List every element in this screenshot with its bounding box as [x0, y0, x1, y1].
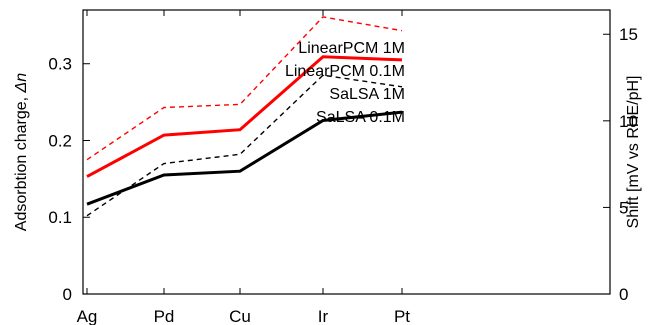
legend-label: LinearPCM 0.1M [285, 63, 405, 80]
series-lines [86, 16, 403, 217]
axis-ticks: Ag Pd Cu Ir Pt 0 0.1 0.2 0.3 0 5 10 15 [48, 10, 638, 325]
legend-label: SaLSA 0.1M [316, 109, 405, 126]
legend: LinearPCM 1M LinearPCM 0.1M SaLSA 1M SaLSA … [285, 40, 405, 126]
x-tick-label: Pd [154, 307, 175, 325]
y-tick-label: 0 [63, 285, 72, 304]
y-tick-label: 0.3 [48, 55, 72, 74]
y-tick-label: 0.1 [48, 208, 72, 227]
y-axis-label-symbol: Δn [13, 73, 30, 94]
y-axis-label-text: Adsorbtion charge, [13, 92, 30, 231]
x-tick-label: Ag [77, 307, 98, 325]
y-tick-label: 0.2 [48, 131, 72, 150]
y2-tick-label: 5 [619, 198, 628, 217]
x-tick-label: Ir [318, 307, 329, 325]
y-axis-label: Adsorbtion charge, Δn [13, 73, 30, 231]
y2-tick-label: 0 [619, 285, 628, 304]
legend-label: LinearPCM 1M [298, 40, 405, 57]
series-line [86, 55, 403, 178]
x-tick-label: Cu [229, 307, 251, 325]
series-line [86, 74, 403, 217]
legend-label: SaLSA 1M [329, 86, 405, 103]
plot-frame [82, 9, 611, 295]
x-tick-label: Pt [394, 307, 410, 325]
y2-tick-label: 15 [619, 25, 638, 44]
y2-tick-label: 10 [619, 112, 638, 131]
series-line [86, 16, 403, 161]
y2-axis-label: Shift [mV vs RHE/pH] [625, 76, 642, 229]
series-line [86, 110, 403, 206]
